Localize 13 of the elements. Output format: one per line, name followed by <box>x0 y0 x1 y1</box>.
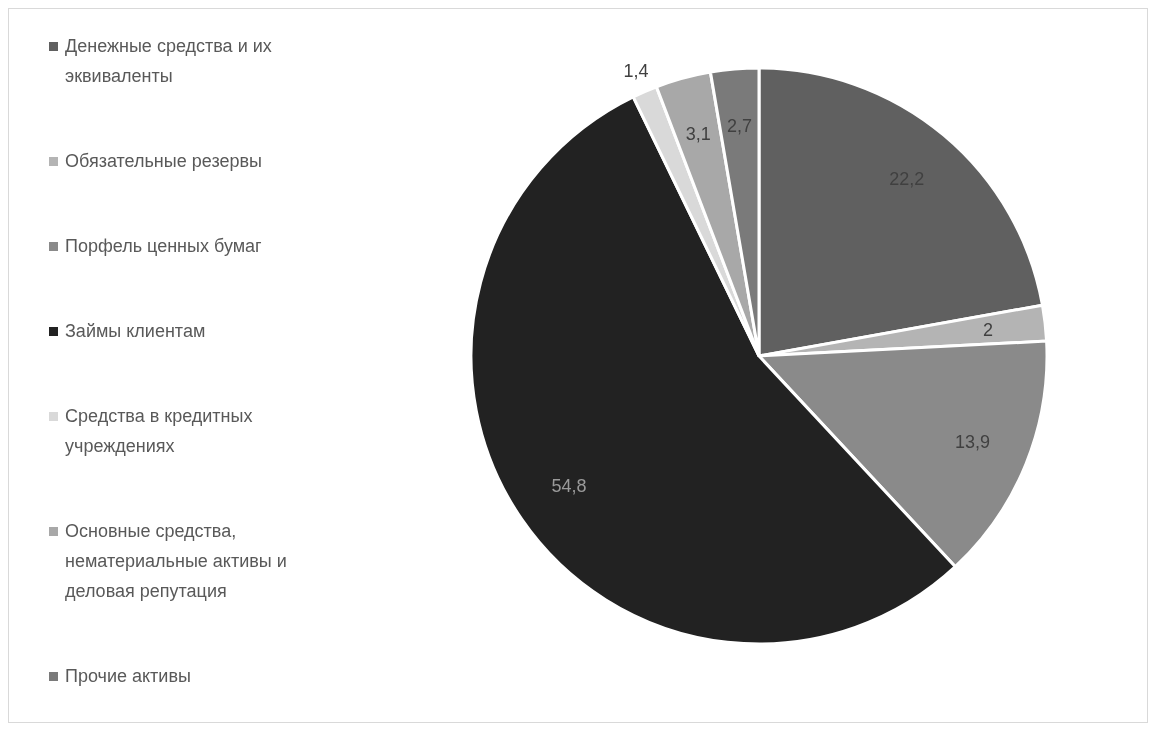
data-label: 54,8 <box>551 476 587 497</box>
data-label: 2,7 <box>726 116 753 137</box>
legend-label: Порфель ценных бумаг <box>65 235 262 258</box>
legend-label: Основные средства, нематериальные активы и деловая репутация <box>65 520 288 603</box>
data-label: 3,1 <box>685 123 711 144</box>
legend-label: Средства в кредитных учреждениях <box>65 405 254 458</box>
data-label: 2 <box>982 319 993 340</box>
data-label: 13,9 <box>955 432 991 453</box>
legend-label: Займы клиентам <box>65 320 206 343</box>
legend-label: Обязательные резервы <box>65 150 262 173</box>
data-label: 1,4 <box>623 61 649 82</box>
legend-label: Прочие активы <box>65 665 191 688</box>
legend-label: Денежные средства и их эквиваленты <box>65 35 273 88</box>
